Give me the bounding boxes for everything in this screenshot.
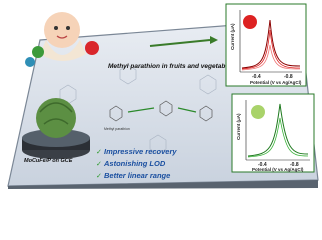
fruit — [251, 105, 265, 119]
x-label: Potential (V vs Ag/AgCl) — [252, 167, 304, 172]
check: ✓ — [96, 149, 102, 156]
electrode — [22, 98, 90, 159]
curve — [247, 117, 309, 158]
graphical-abstract: Methyl parathion in fruits and vegetable… — [7, 3, 319, 189]
plot: Current (μA) -0.4 -0.8 Potential (V vs A… — [231, 93, 315, 173]
y-label: Current (μA) — [236, 113, 241, 140]
tick-label: -0.8 — [290, 162, 299, 168]
feature: Better linear range — [104, 171, 170, 180]
arrow — [149, 39, 211, 47]
strawberry — [85, 41, 99, 55]
check: ✓ — [96, 173, 102, 180]
y-label: Current (μA) — [230, 23, 235, 50]
tick-label: -0.8 — [284, 74, 293, 80]
bug — [32, 46, 44, 58]
arrow-head — [210, 36, 218, 44]
baby — [40, 12, 86, 61]
header-label: Methyl parathion in fruits and vegetable… — [108, 63, 235, 70]
feature: Impressive recovery — [104, 147, 177, 156]
tomato — [243, 15, 257, 29]
check: ✓ — [96, 161, 102, 168]
tick-label: -0.4 — [252, 74, 261, 80]
curve — [247, 103, 309, 157]
bug — [25, 57, 35, 67]
curve — [241, 29, 301, 70]
curve — [241, 19, 301, 69]
curve — [241, 44, 301, 71]
tick-label: -0.4 — [258, 162, 267, 168]
platform-edge — [8, 180, 318, 189]
lattice — [59, 64, 257, 165]
x-label: Potential (V vs Ag/AgCl) — [250, 80, 302, 85]
scheme — [109, 100, 213, 122]
feature-list: ✓ Impressive recovery ✓ Astonishing LOD … — [96, 147, 177, 180]
plot: Current (μA) -0.4 -0.8 Potential (V vs A… — [225, 3, 307, 87]
feature: Astonishing LOD — [103, 159, 166, 168]
plot-frame — [231, 93, 315, 173]
scheme-label: Methyl parathion — [104, 127, 130, 131]
electrode-label: MoCuFe/P on GCE — [24, 158, 73, 164]
